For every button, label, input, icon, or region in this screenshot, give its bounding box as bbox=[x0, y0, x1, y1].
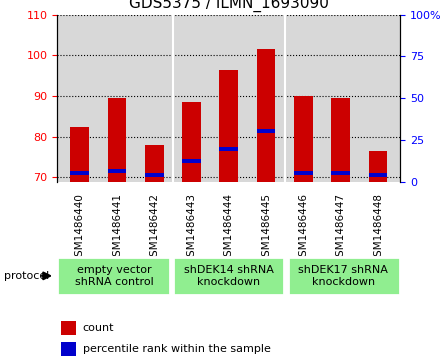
Text: GSM1486443: GSM1486443 bbox=[187, 193, 197, 263]
Text: GSM1486442: GSM1486442 bbox=[149, 193, 159, 263]
FancyBboxPatch shape bbox=[173, 257, 285, 295]
Bar bbox=[294, 171, 313, 175]
Bar bbox=[182, 159, 201, 163]
Text: shDEK14 shRNA
knockdown: shDEK14 shRNA knockdown bbox=[184, 265, 274, 287]
FancyBboxPatch shape bbox=[287, 257, 400, 295]
Bar bbox=[61, 322, 76, 335]
Bar bbox=[257, 49, 275, 182]
Text: GSM1486440: GSM1486440 bbox=[75, 193, 84, 263]
Bar bbox=[70, 127, 89, 182]
Text: GSM1486441: GSM1486441 bbox=[112, 193, 122, 263]
Bar bbox=[220, 69, 238, 182]
Title: GDS5375 / ILMN_1693090: GDS5375 / ILMN_1693090 bbox=[129, 0, 329, 12]
Text: GSM1486446: GSM1486446 bbox=[298, 193, 308, 263]
Bar bbox=[70, 171, 89, 175]
Bar bbox=[331, 98, 350, 182]
Text: shDEK17 shRNA
knockdown: shDEK17 shRNA knockdown bbox=[298, 265, 388, 287]
Bar bbox=[145, 145, 164, 182]
Text: GSM1486448: GSM1486448 bbox=[373, 193, 383, 263]
Bar bbox=[369, 151, 387, 182]
FancyBboxPatch shape bbox=[57, 257, 170, 295]
Text: count: count bbox=[83, 323, 114, 334]
Bar bbox=[257, 129, 275, 132]
Bar bbox=[294, 96, 313, 182]
Text: protocol: protocol bbox=[4, 271, 50, 281]
Text: GSM1486444: GSM1486444 bbox=[224, 193, 234, 263]
Bar bbox=[107, 98, 126, 182]
Bar bbox=[220, 147, 238, 151]
Bar bbox=[331, 171, 350, 175]
Bar bbox=[182, 102, 201, 182]
Text: GSM1486447: GSM1486447 bbox=[336, 193, 346, 263]
Text: empty vector
shRNA control: empty vector shRNA control bbox=[75, 265, 154, 287]
Bar bbox=[369, 174, 387, 178]
Text: percentile rank within the sample: percentile rank within the sample bbox=[83, 344, 271, 354]
Bar bbox=[61, 342, 76, 356]
Text: GSM1486445: GSM1486445 bbox=[261, 193, 271, 263]
Bar bbox=[107, 169, 126, 174]
Bar bbox=[145, 174, 164, 178]
